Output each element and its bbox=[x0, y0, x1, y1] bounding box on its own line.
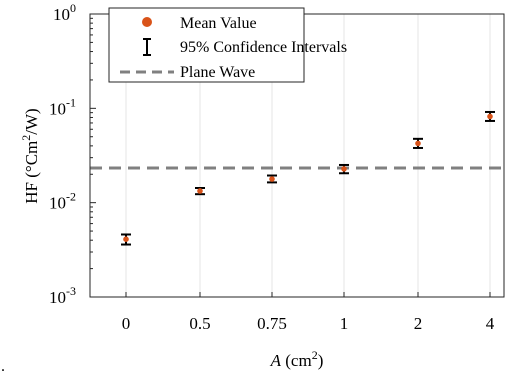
x-tick-label: 0 bbox=[122, 314, 131, 333]
x-axis-label-unit-close: ) bbox=[318, 351, 324, 370]
stray-dot: . bbox=[1, 358, 5, 375]
legend-label-mean-value: Mean Value bbox=[180, 15, 257, 32]
x-axis-label-unit-exponent: 2 bbox=[312, 348, 318, 362]
x-axis-label: A (cm2) bbox=[270, 348, 324, 370]
y-tick-label: 10-2 bbox=[49, 190, 76, 213]
legend-marker-confidence-interval bbox=[143, 38, 151, 56]
x-tick-label: 1 bbox=[340, 314, 349, 333]
mean-value-series bbox=[123, 113, 493, 242]
y-axis-label-prefix: HF (°Cm bbox=[22, 141, 41, 204]
mean-value-point bbox=[269, 176, 275, 182]
legend-marker-mean-value bbox=[142, 17, 152, 27]
y-tick-label: 10-1 bbox=[49, 95, 76, 118]
mean-value-point bbox=[197, 188, 203, 194]
mean-value-point bbox=[487, 113, 493, 120]
x-axis-label-unit-open: (cm bbox=[281, 351, 312, 370]
y-axis-label-exponent: 2 bbox=[19, 135, 33, 141]
legend-label-confidence-intervals: 95% Confidence Intervals bbox=[180, 39, 347, 56]
y-axis-label: HF (°Cm2/W) bbox=[19, 108, 41, 203]
x-tick-label: 0.75 bbox=[257, 314, 287, 333]
mean-value-point bbox=[415, 140, 421, 147]
mean-value-point bbox=[123, 236, 129, 242]
x-axis-ticks: 0 0.5 0.75 1 2 4 bbox=[122, 292, 495, 333]
y-axis-ticks: 10-3 10-2 10-1 100 bbox=[49, 1, 96, 307]
legend: Mean Value 95% Confidence Intervals Plan… bbox=[108, 7, 347, 83]
y-axis-label-suffix: /W) bbox=[22, 108, 41, 134]
x-tick-label: 4 bbox=[486, 314, 495, 333]
y-tick-label: 100 bbox=[53, 1, 76, 24]
x-axis-label-symbol: A bbox=[270, 351, 282, 370]
confidence-interval-series bbox=[121, 110, 495, 246]
x-tick-label: 0.5 bbox=[189, 314, 210, 333]
legend-box bbox=[108, 7, 305, 83]
mean-value-point bbox=[341, 166, 347, 172]
legend-label-plane-wave: Plane Wave bbox=[180, 64, 255, 81]
y-tick-label: 10-3 bbox=[49, 284, 76, 307]
x-tick-label: 2 bbox=[414, 314, 423, 333]
